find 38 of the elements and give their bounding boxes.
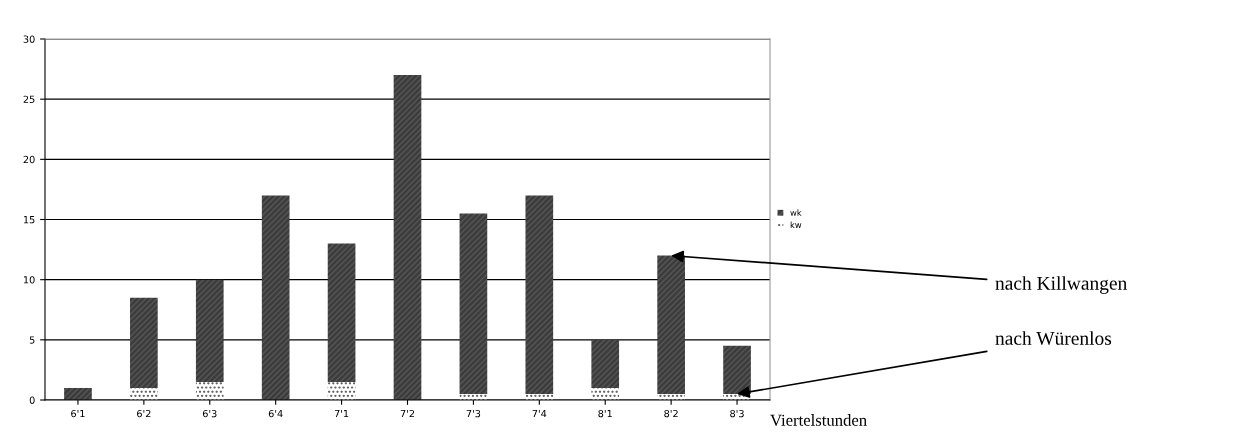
y-tick-label: 30 [23, 35, 35, 43]
bar [327, 381, 356, 400]
y-tick-label: 20 [23, 155, 35, 164]
x-tick-label: 6'1 [71, 409, 85, 418]
bar [393, 75, 422, 400]
annotation: nach Killwangen [995, 276, 1127, 294]
bar [195, 279, 224, 382]
y-tick-label: 10 [23, 276, 35, 284]
x-tick-label: 6'3 [202, 409, 217, 418]
bar [130, 387, 158, 400]
annotation: nach Würenlos [995, 331, 1112, 345]
legend-label: kw [790, 221, 802, 228]
y-tick-label: 0 [29, 396, 35, 404]
legend-label: wk [790, 209, 802, 216]
bar [261, 195, 290, 400]
bar [723, 345, 751, 394]
x-tick-label: 6'4 [268, 409, 283, 418]
bar [459, 213, 488, 394]
x-tick-label: 7'3 [466, 409, 481, 418]
x-tick-label: 7'4 [532, 410, 547, 418]
bar [657, 255, 685, 394]
x-tick-label: 6'2 [137, 409, 151, 418]
bar [195, 381, 224, 400]
bar [327, 243, 356, 382]
bar [130, 297, 158, 388]
bar [64, 387, 92, 400]
bar [591, 387, 620, 400]
x-axis-title: Viertelstunden [770, 414, 867, 426]
x-tick-label: 8'2 [664, 409, 678, 418]
x-tick-label: 7'1 [334, 410, 349, 418]
bar [525, 195, 554, 394]
bar [591, 339, 620, 388]
y-tick-label: 5 [29, 336, 35, 344]
y-tick-label: 15 [23, 216, 35, 224]
x-tick-label: 8'1 [598, 409, 612, 418]
x-tick-label: 8'3 [730, 409, 744, 418]
x-tick-label: 7'2 [400, 409, 415, 418]
y-tick-label: 25 [23, 95, 35, 103]
